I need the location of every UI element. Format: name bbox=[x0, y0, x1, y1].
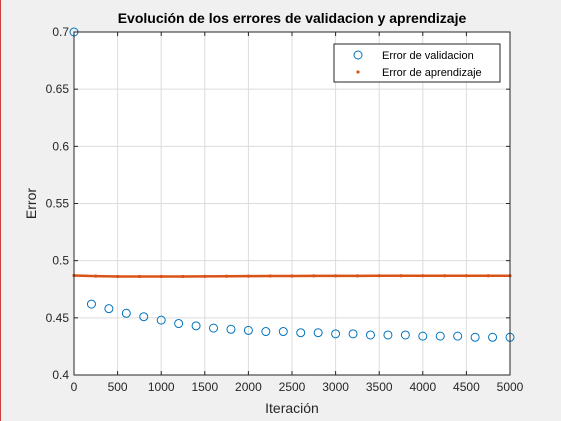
x-tick-label: 1500 bbox=[191, 380, 218, 394]
y-tick-label: 0.7 bbox=[52, 25, 69, 39]
validation-error-point bbox=[348, 329, 358, 339]
legend-label-validation: Error de validacion bbox=[382, 50, 474, 62]
validation-error-point bbox=[435, 331, 445, 341]
y-tick-label: 0.45 bbox=[46, 311, 70, 325]
training-error-point bbox=[399, 274, 403, 278]
training-error-point bbox=[443, 274, 447, 278]
training-error-point bbox=[268, 274, 272, 278]
validation-error-point bbox=[174, 319, 184, 329]
legend: Error de validacion Error de aprendizaje bbox=[333, 43, 501, 83]
validation-error-point bbox=[243, 325, 253, 335]
training-error-point bbox=[464, 274, 468, 278]
validation-error-point bbox=[400, 330, 410, 340]
x-tick-label: 3500 bbox=[366, 380, 393, 394]
y-tick-label: 0.65 bbox=[46, 82, 70, 96]
chart-title: Evolución de los errores de validacion y… bbox=[118, 10, 467, 26]
training-error-point bbox=[312, 274, 316, 278]
x-tick-label: 4500 bbox=[453, 380, 480, 394]
validation-error-point bbox=[156, 315, 166, 325]
validation-error-point bbox=[383, 330, 393, 340]
x-tick-label: 4000 bbox=[409, 380, 436, 394]
y-tick-label: 0.5 bbox=[52, 254, 69, 268]
legend-label-training: Error de aprendizaje bbox=[382, 67, 482, 79]
legend-box bbox=[333, 43, 501, 83]
legend-marker-validation bbox=[353, 50, 363, 60]
training-error-point bbox=[203, 274, 207, 278]
validation-error-point bbox=[331, 329, 341, 339]
validation-error-point bbox=[313, 328, 323, 338]
x-tick-label: 2500 bbox=[279, 380, 306, 394]
training-error-point bbox=[116, 274, 120, 279]
x-tick-label: 500 bbox=[108, 380, 128, 394]
x-tick-label: 1000 bbox=[148, 380, 175, 394]
validation-error-point bbox=[121, 308, 131, 318]
validation-error-point bbox=[418, 331, 428, 341]
validation-error-point bbox=[365, 330, 375, 340]
y-tick-label: 0.4 bbox=[52, 368, 69, 382]
training-error-point bbox=[290, 274, 294, 278]
training-error-point bbox=[159, 274, 163, 279]
validation-error-point bbox=[226, 324, 236, 334]
training-error-point bbox=[377, 274, 381, 278]
validation-error-point bbox=[488, 332, 498, 342]
x-tick-label: 0 bbox=[71, 380, 78, 394]
training-error-point bbox=[225, 274, 229, 278]
training-error-point bbox=[94, 274, 98, 278]
x-tick-label: 2000 bbox=[235, 380, 262, 394]
y-axis-label: Error bbox=[23, 188, 39, 219]
training-error-point bbox=[486, 274, 490, 278]
validation-error-point bbox=[191, 321, 201, 331]
y-tick-label: 0.6 bbox=[52, 139, 69, 153]
training-error-point bbox=[355, 274, 359, 278]
training-error-point bbox=[181, 274, 185, 279]
validation-error-point bbox=[139, 312, 149, 322]
series-layer bbox=[69, 27, 515, 342]
x-axis-label: Iteración bbox=[265, 400, 319, 416]
validation-error-point bbox=[261, 327, 271, 337]
y-tick-label: 0.55 bbox=[46, 197, 70, 211]
training-error-point bbox=[421, 274, 425, 278]
validation-error-point bbox=[470, 332, 480, 342]
validation-error-point bbox=[86, 299, 96, 309]
validation-error-point bbox=[278, 327, 288, 337]
x-tick-label: 5000 bbox=[497, 380, 524, 394]
training-error-point bbox=[246, 274, 250, 278]
legend-marker-training bbox=[356, 70, 360, 74]
validation-error-point bbox=[104, 304, 114, 314]
training-error-point bbox=[334, 274, 338, 278]
tick-layer: 0 500 1000 1500 2000 2500 3000 3500 4000 4500 5000… bbox=[46, 25, 524, 394]
x-tick-label: 3000 bbox=[322, 380, 349, 394]
validation-error-point bbox=[453, 331, 463, 341]
training-error-point bbox=[137, 274, 141, 279]
validation-error-point bbox=[296, 328, 306, 338]
validation-error-point bbox=[209, 323, 219, 333]
